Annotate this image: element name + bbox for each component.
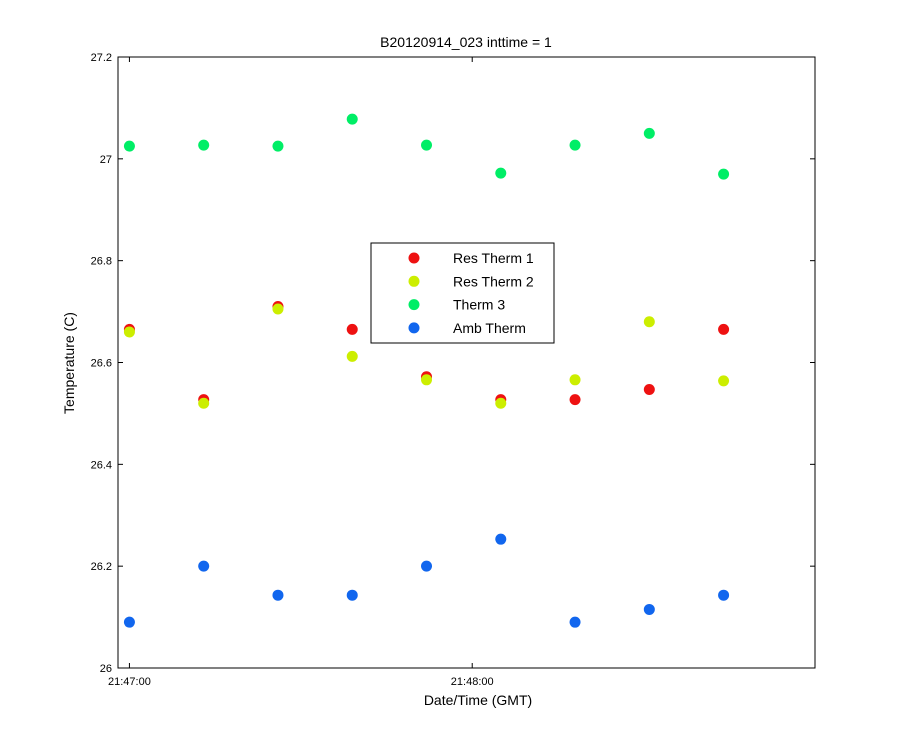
legend-label-amb-therm: Amb Therm: [453, 320, 526, 336]
data-point-amb-therm: [643, 603, 655, 615]
data-point-therm-3: [198, 139, 210, 151]
data-point-therm-3: [495, 167, 507, 179]
y-tick-label: 26.4: [91, 459, 112, 471]
x-tick-label: 21:47:00: [108, 676, 151, 688]
legend: Res Therm 1 Res Therm 2 Therm 3 Amb Therm: [370, 242, 555, 344]
data-point-amb-therm: [198, 560, 210, 572]
data-point-res-therm-1: [569, 394, 581, 406]
data-point-therm-3: [643, 127, 655, 139]
legend-label-res-therm-1: Res Therm 1: [453, 250, 534, 266]
x-axis: 21:47:00 21:48:00: [108, 57, 494, 688]
data-markers: [123, 113, 730, 628]
data-point-res-therm-2: [346, 350, 358, 362]
data-point-res-therm-1: [346, 323, 358, 335]
y-axis-title: Temperature (C): [61, 312, 77, 414]
data-point-res-therm-2: [123, 326, 135, 338]
y-tick-label: 27.2: [91, 52, 112, 64]
legend-marker-therm-3: [408, 299, 420, 311]
x-tick-label: 21:48:00: [451, 676, 494, 688]
data-point-res-therm-2: [272, 303, 284, 315]
data-point-amb-therm: [123, 616, 135, 628]
data-point-res-therm-1: [643, 383, 655, 395]
legend-label-res-therm-2: Res Therm 2: [453, 273, 534, 289]
chart-title: B20120914_023 inttime = 1: [380, 34, 552, 50]
data-point-res-therm-2: [198, 397, 210, 409]
data-point-therm-3: [569, 139, 581, 151]
data-point-res-therm-1: [718, 323, 730, 335]
data-point-therm-3: [346, 113, 358, 125]
data-point-res-therm-2: [569, 374, 581, 386]
data-point-amb-therm: [421, 560, 433, 572]
legend-box: [370, 242, 555, 344]
data-point-amb-therm: [346, 589, 358, 601]
data-point-therm-3: [718, 168, 730, 180]
data-point-res-therm-2: [643, 316, 655, 328]
legend-marker-res-therm-1: [408, 252, 420, 264]
y-axis: 26 26.2 26.4 26.6 26.8 27 27.2: [91, 52, 815, 675]
legend-label-therm-3: Therm 3: [453, 297, 505, 313]
y-tick-label: 27: [100, 154, 112, 166]
data-point-amb-therm: [495, 533, 507, 545]
plot-area: [117, 56, 816, 669]
y-tick-label: 26.2: [91, 561, 112, 573]
data-point-res-therm-2: [495, 397, 507, 409]
y-tick-label: 26.8: [91, 256, 112, 268]
legend-marker-res-therm-2: [408, 275, 420, 287]
x-axis-title: Date/Time (GMT): [424, 692, 532, 708]
y-tick-label: 26: [100, 663, 112, 675]
data-point-therm-3: [272, 140, 284, 152]
data-point-amb-therm: [718, 589, 730, 601]
data-point-res-therm-2: [421, 374, 433, 386]
y-tick-label: 26.6: [91, 358, 112, 370]
data-point-therm-3: [123, 140, 135, 152]
data-point-amb-therm: [569, 616, 581, 628]
data-point-therm-3: [421, 139, 433, 151]
legend-marker-amb-therm: [408, 322, 420, 334]
data-point-amb-therm: [272, 589, 284, 601]
data-point-res-therm-2: [718, 375, 730, 387]
